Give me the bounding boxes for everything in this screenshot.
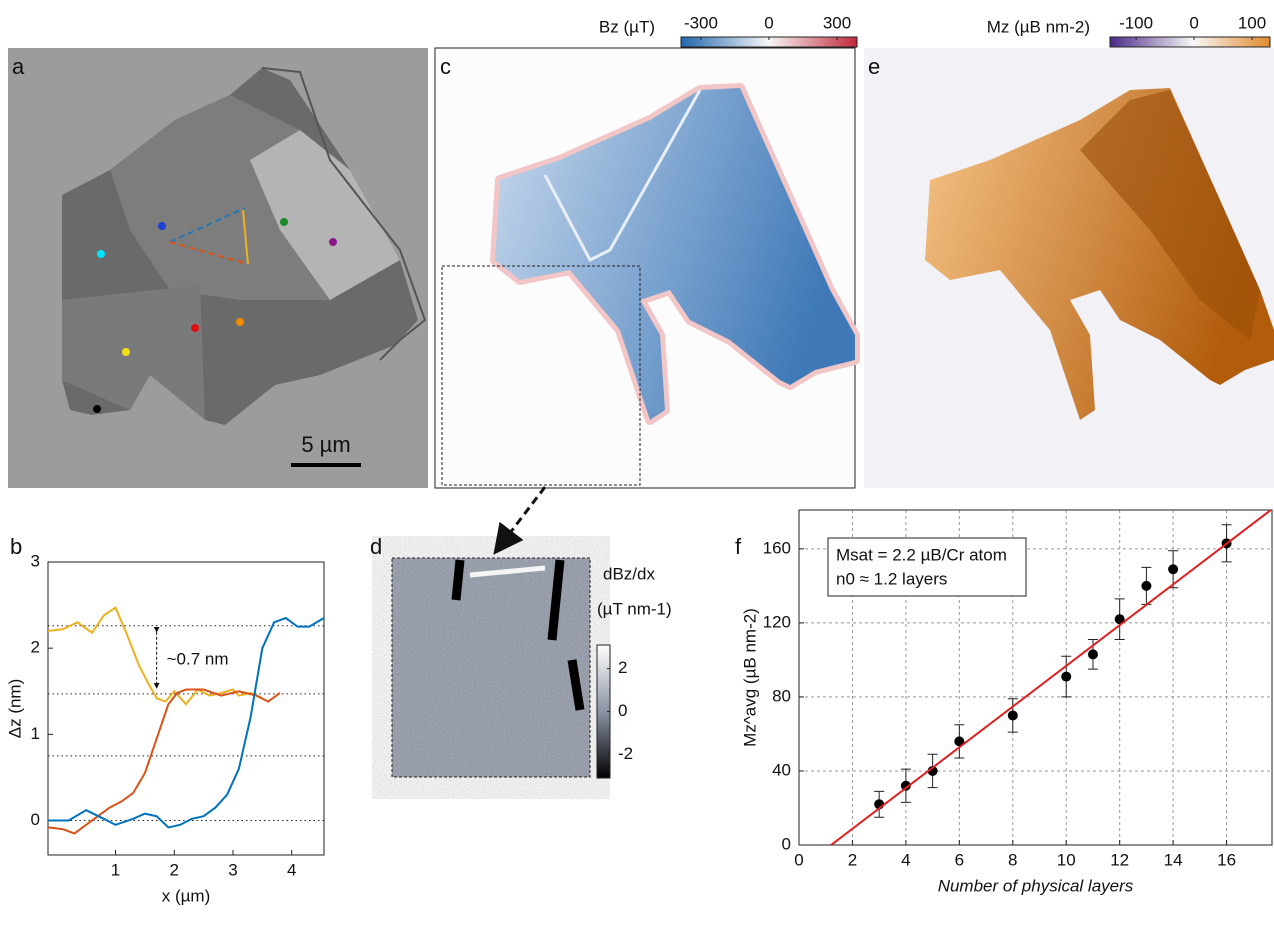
annotation: ~0.7 nm	[167, 649, 229, 668]
y-tick-label: 3	[31, 551, 40, 570]
x-tick-label: 4	[901, 850, 910, 869]
y-tick-label: 80	[772, 686, 791, 705]
x-tick-label: 12	[1110, 850, 1129, 869]
y-tick-label: 2	[31, 638, 40, 657]
y-tick-label: 40	[772, 760, 791, 779]
x-tick-label: 2	[170, 860, 179, 879]
panel-label: d	[370, 534, 382, 559]
data-point	[1088, 649, 1098, 659]
panel-label: e	[868, 54, 880, 79]
page: {"panel_labels": ["a", "b", "c", "d", "e…	[0, 0, 1274, 925]
x-tick-label: 14	[1164, 850, 1183, 869]
data-point	[1168, 564, 1178, 574]
colorbar	[1110, 37, 1270, 47]
x-axis-label: Number of physical layers	[938, 876, 1134, 895]
colorbar-unit: (µT nm-1)	[597, 599, 672, 618]
annotation: n0 ≈ 1.2 layers	[836, 569, 947, 588]
colorbar-tick-label: 0	[618, 701, 627, 720]
y-tick-label: 0	[782, 834, 791, 853]
y-axis-label: Δz (nm)	[5, 679, 24, 739]
x-axis-label: x (µm)	[162, 886, 211, 905]
x-tick-label: 6	[955, 850, 964, 869]
x-tick-label: 3	[228, 860, 237, 879]
panel-label: a	[12, 54, 25, 79]
scale-bar-label: 5 µm	[301, 432, 350, 457]
panel-label: f	[735, 534, 742, 559]
colorbar-tick-label: 100	[1238, 13, 1266, 32]
y-tick-label: 0	[31, 810, 40, 829]
annotation: Msat = 2.2 µB/Cr atom	[836, 545, 1007, 564]
panel-label: b	[10, 534, 22, 559]
panel-a-image	[8, 48, 428, 488]
panel-e-image	[864, 48, 1274, 488]
x-tick-label: 1	[111, 860, 120, 879]
zoom-arrow	[497, 487, 545, 550]
colorbar-tick-label: 2	[618, 658, 627, 677]
x-tick-label: 0	[794, 850, 803, 869]
data-point	[1008, 710, 1018, 720]
panel-d-image	[392, 558, 590, 777]
colorbar-tick-label: 0	[764, 13, 773, 32]
figure: 5 µm 12340123x (µm)Δz (nm)~0.7 nm0246810…	[0, 0, 1274, 925]
x-tick-label: 4	[287, 860, 296, 879]
colorbar-label: Mz (µB nm-2)	[987, 17, 1090, 36]
panel-c-image	[435, 48, 855, 488]
series-line	[48, 608, 262, 705]
colorbar-label: Bz (µT)	[599, 17, 655, 36]
colorbar-tick-label: -2	[618, 744, 633, 763]
colorbar-label: dBz/dx	[603, 564, 655, 583]
x-tick-label: 8	[1008, 850, 1017, 869]
y-tick-label: 1	[31, 724, 40, 743]
colorbar-tick-label: -100	[1119, 13, 1153, 32]
colorbar-tick-label: -300	[684, 13, 718, 32]
data-point	[1141, 581, 1151, 591]
colorbar-tick-label: 300	[823, 13, 851, 32]
y-tick-label: 120	[763, 612, 791, 631]
data-point	[1061, 672, 1071, 682]
y-axis-label: Mz^avg (µB nm-2)	[740, 608, 759, 747]
y-tick-label: 160	[763, 538, 791, 557]
x-tick-label: 2	[848, 850, 857, 869]
x-tick-label: 10	[1057, 850, 1076, 869]
x-tick-label: 16	[1217, 850, 1236, 869]
panel-label: c	[440, 54, 451, 79]
colorbar-tick-label: 0	[1189, 13, 1198, 32]
